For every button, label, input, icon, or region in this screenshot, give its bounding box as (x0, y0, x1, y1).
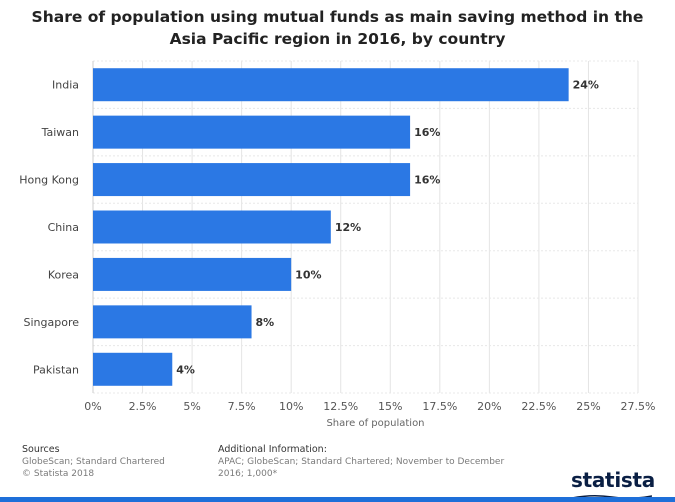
data-label: 4% (176, 363, 195, 376)
additional-info-line: 2016; 1,000* (218, 469, 278, 479)
x-tick-label: 22.5% (521, 400, 556, 413)
x-axis-title: Share of population (326, 418, 424, 429)
additional-info-line: APAC; GlobeScan; Standard Chartered; Nov… (218, 457, 505, 467)
bar (93, 68, 569, 102)
category-label: India (52, 79, 79, 92)
copyright-line: © Statista 2018 (22, 469, 95, 479)
sources-block: Sources GlobeScan; Standard Chartered © … (22, 444, 165, 480)
x-tick-label: 7.5% (228, 400, 256, 413)
bar (93, 352, 173, 386)
sources-line: GlobeScan; Standard Chartered (22, 457, 165, 467)
data-label: 16% (414, 126, 440, 139)
bar (93, 210, 331, 244)
category-label: China (48, 221, 79, 234)
x-tick-label: 5% (183, 400, 200, 413)
bar (93, 163, 411, 197)
bar (93, 305, 252, 339)
additional-info-block: Additional Information: APAC; GlobeScan;… (218, 444, 504, 480)
data-label: 12% (335, 221, 361, 234)
x-tick-label: 15% (378, 400, 402, 413)
bar (93, 257, 292, 291)
data-label: 24% (573, 79, 599, 92)
x-tick-label: 2.5% (129, 400, 157, 413)
data-label: 10% (295, 268, 321, 281)
bar (93, 115, 411, 149)
x-tick-label: 0% (84, 400, 101, 413)
category-label: Singapore (24, 316, 80, 329)
x-tick-label: 17.5% (422, 400, 457, 413)
x-tick-label: 10% (279, 400, 303, 413)
category-label: Hong Kong (19, 174, 79, 187)
x-tick-label: 25% (576, 400, 600, 413)
data-label: 16% (414, 174, 440, 187)
category-label: Pakistan (33, 363, 79, 376)
sources-heading: Sources (22, 444, 60, 455)
category-label: Taiwan (41, 126, 79, 139)
category-label: Korea (48, 268, 79, 281)
bottom-accent-bar (0, 497, 675, 502)
x-tick-label: 12.5% (323, 400, 358, 413)
x-tick-label: 27.5% (621, 400, 656, 413)
chart-title: Share of population using mutual funds a… (31, 8, 644, 48)
x-tick-label: 20% (477, 400, 501, 413)
statista-logo[interactable]: statista (571, 468, 655, 492)
data-label: 8% (256, 316, 275, 329)
additional-info-heading: Additional Information: (218, 444, 327, 455)
